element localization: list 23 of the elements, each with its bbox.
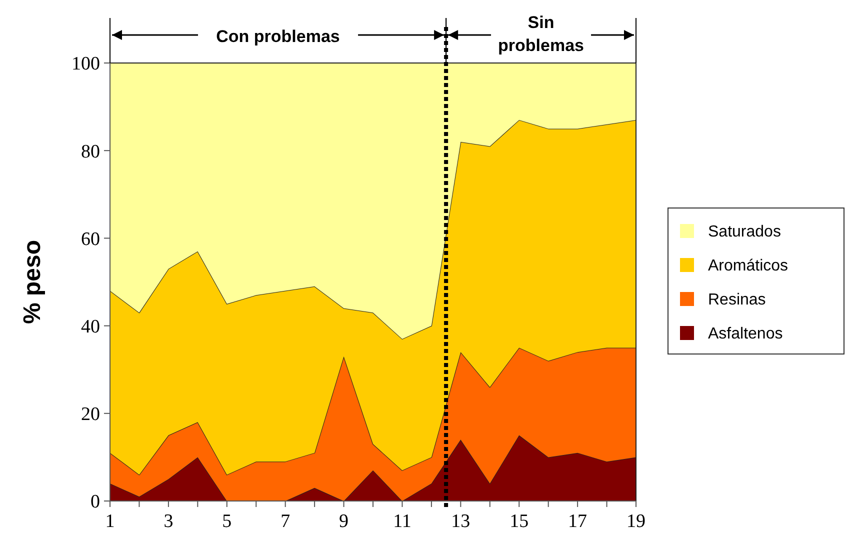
y-tick-label: 20 — [81, 404, 100, 426]
x-tick-label: 9 — [339, 511, 349, 532]
x-tick-label: 17 — [568, 511, 588, 532]
legend-label: Asfaltenos — [708, 326, 783, 343]
x-tick-label: 15 — [510, 511, 529, 532]
y-tick-label: 0 — [90, 492, 100, 513]
x-tick-label: 19 — [626, 511, 646, 532]
x-tick-label: 1 — [105, 511, 115, 532]
y-tick-label: 60 — [81, 228, 100, 250]
x-tick-label: 11 — [393, 511, 412, 532]
text: Sin problemas — [498, 12, 584, 55]
y-axis-title: % peso — [19, 240, 46, 324]
x-tick-label: 3 — [164, 511, 174, 532]
x-tick-label: 7 — [280, 511, 290, 532]
y-tick-label: 100 — [72, 54, 100, 75]
x-tick-label: 13 — [451, 511, 470, 532]
legend-label: Resinas — [708, 292, 766, 309]
legend-label: Saturados — [708, 224, 781, 241]
y-tick-label: 40 — [81, 316, 100, 338]
x-tick-label: 5 — [222, 511, 232, 532]
legend-label: Aromáticos — [708, 258, 788, 275]
y-tick-label: 80 — [81, 141, 100, 162]
text: Con problemas — [216, 26, 340, 46]
